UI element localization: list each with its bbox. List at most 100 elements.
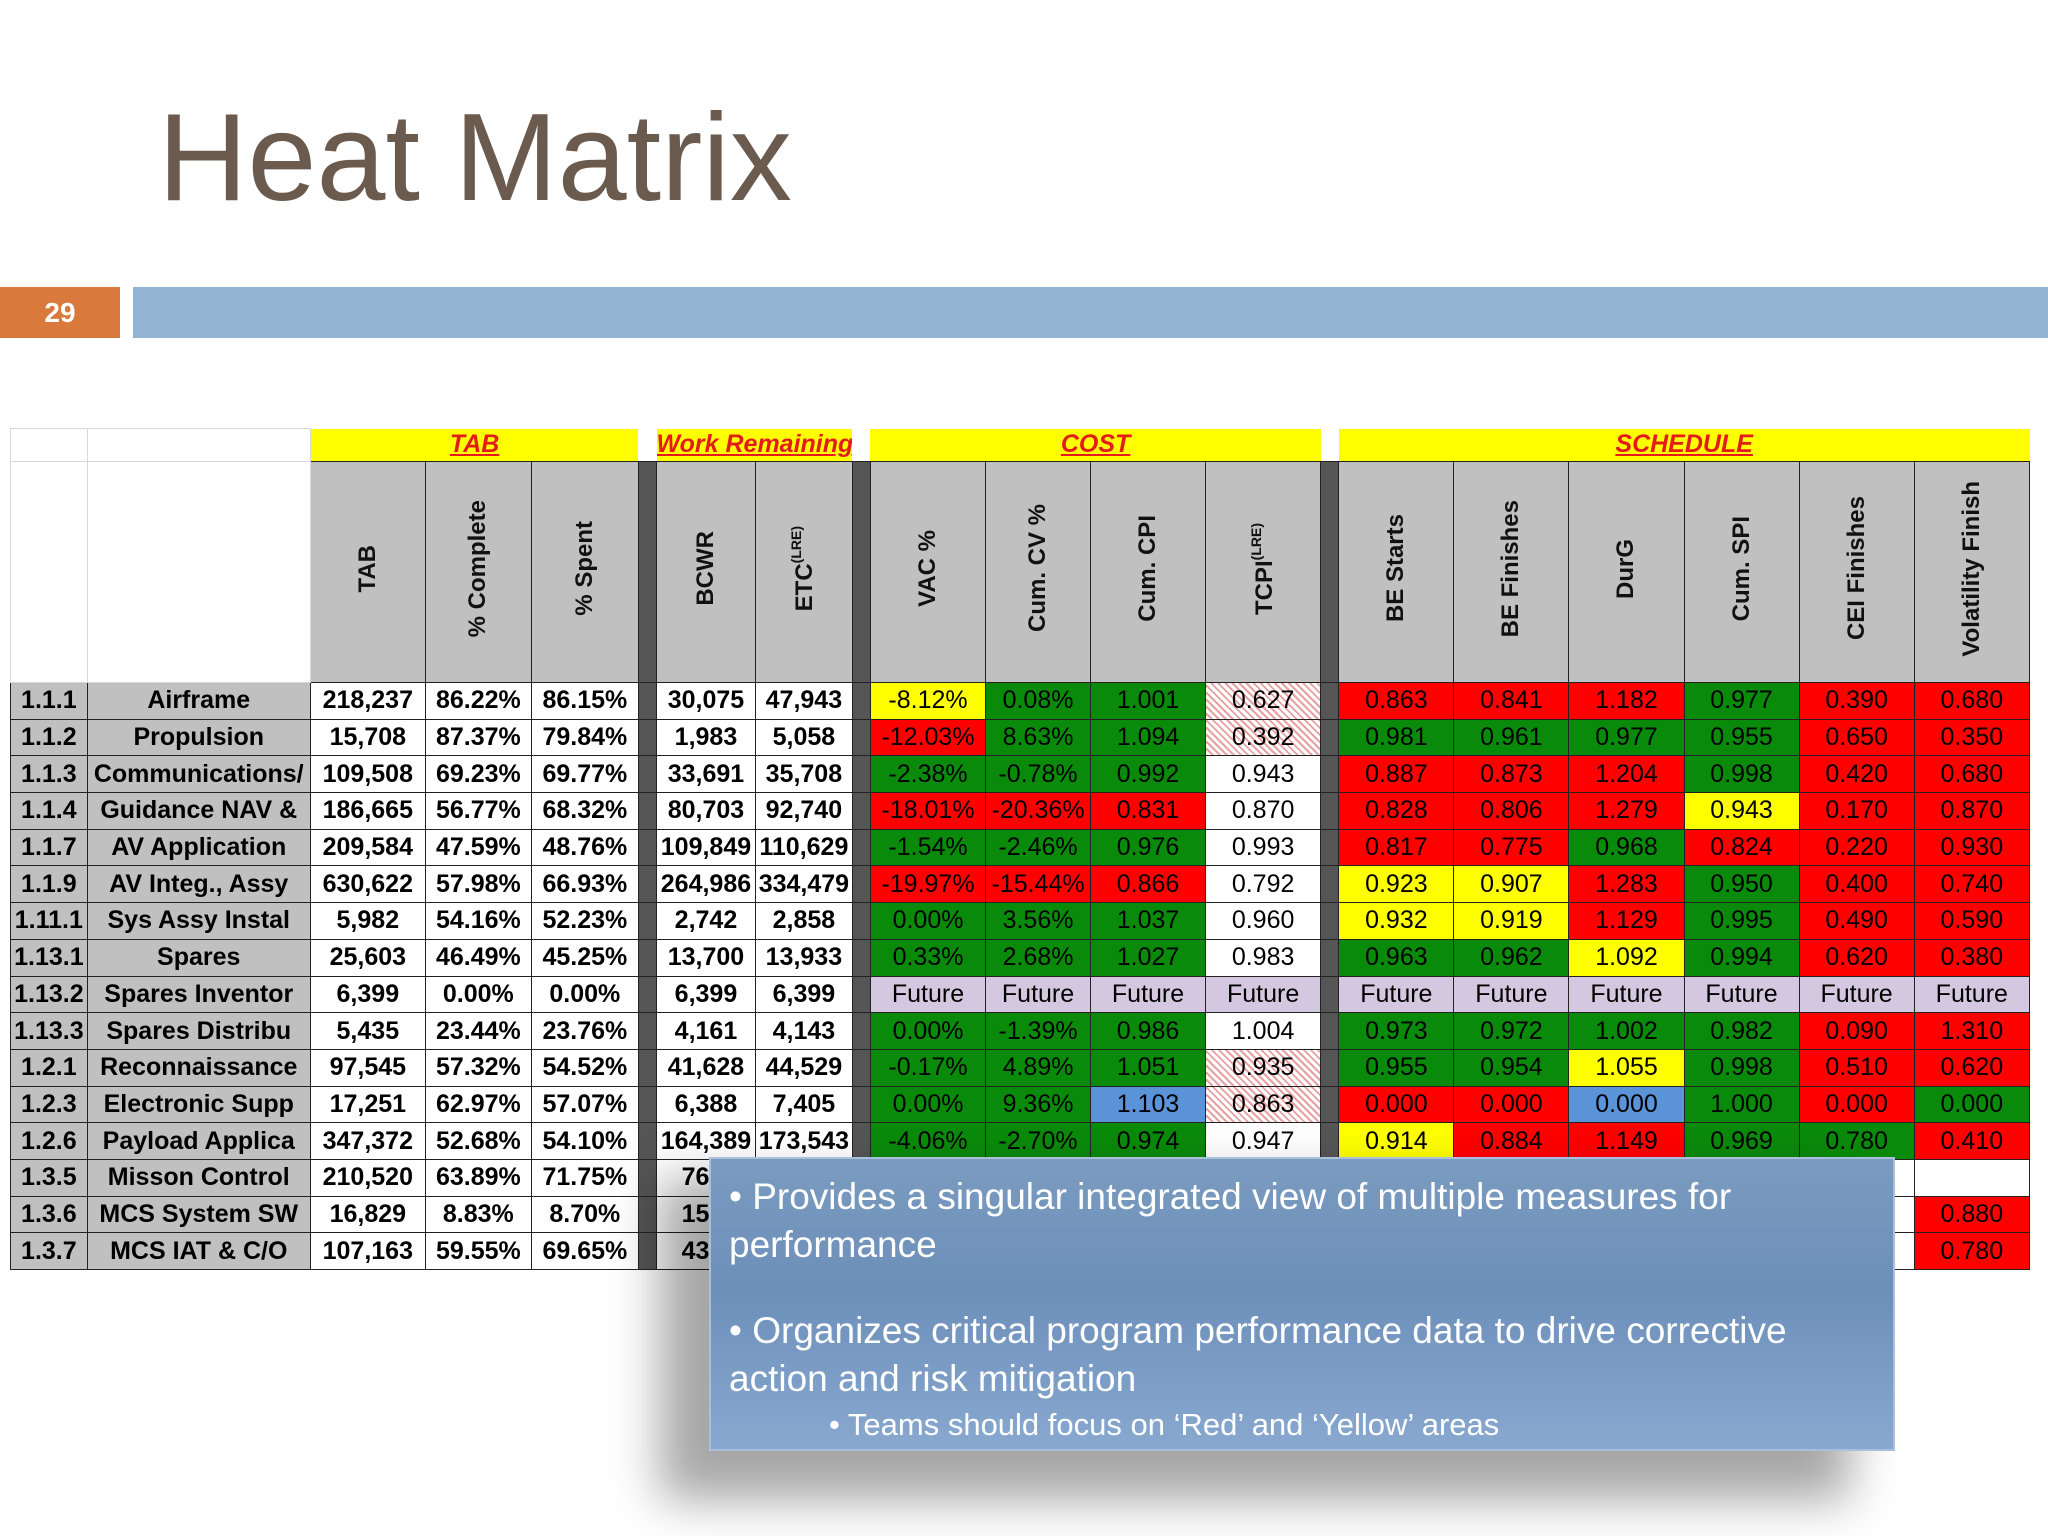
callout-sub-bullet: • Teams should focus on ‘Red’ and ‘Yello… bbox=[829, 1407, 1500, 1442]
column-header-text: Cum. CPI bbox=[1134, 515, 1162, 622]
column-separator bbox=[851, 828, 871, 867]
schedule-cell: 0.973 bbox=[1338, 1012, 1455, 1050]
tab-cell: 54.10% bbox=[530, 1122, 639, 1160]
wbs-name: Spares bbox=[86, 938, 311, 977]
wbs-id: 1.1.1 bbox=[10, 682, 88, 720]
tab-cell: 69.77% bbox=[530, 755, 639, 794]
schedule-cell: 0.828 bbox=[1338, 792, 1455, 830]
schedule-cell: Future bbox=[1568, 975, 1685, 1014]
tab-cell: 54.52% bbox=[530, 1048, 639, 1087]
cost-cell: -2.38% bbox=[869, 755, 987, 794]
wbs-id: 1.3.7 bbox=[10, 1232, 88, 1270]
work-remaining-cell: 30,075 bbox=[656, 682, 756, 720]
column-header-text: DurG bbox=[1612, 538, 1640, 599]
wbs-name: Electronic Supp bbox=[86, 1085, 311, 1124]
schedule-cell: 0.995 bbox=[1683, 902, 1800, 940]
schedule-cell: 0.510 bbox=[1798, 1048, 1915, 1087]
schedule-cell: 0.380 bbox=[1913, 938, 2031, 977]
work-remaining-cell: 5,058 bbox=[754, 718, 853, 757]
heat-matrix: TAB Work Remaining COST SCHEDULE TAB % Comple… bbox=[10, 428, 2031, 1272]
cost-cell: 0.866 bbox=[1090, 865, 1207, 904]
column-separator bbox=[637, 461, 658, 683]
wbs-id: 1.3.6 bbox=[10, 1195, 88, 1234]
schedule-cell: 0.994 bbox=[1683, 938, 1800, 977]
column-separator bbox=[1320, 1085, 1340, 1124]
work-remaining-cell: 264,986 bbox=[656, 865, 756, 904]
schedule-cell: Future bbox=[1338, 975, 1455, 1014]
cost-cell: 0.943 bbox=[1205, 755, 1322, 794]
schedule-cell: 0.962 bbox=[1453, 938, 1570, 977]
cost-cell: -1.54% bbox=[869, 828, 987, 867]
heat-matrix-table: TAB Work Remaining COST SCHEDULE TAB % Comple… bbox=[10, 428, 2031, 1270]
work-remaining-cell: 47,943 bbox=[754, 682, 853, 720]
work-remaining-cell: 2,742 bbox=[656, 902, 756, 940]
tab-cell: 107,163 bbox=[309, 1232, 426, 1270]
schedule-cell: 0.870 bbox=[1913, 792, 2031, 830]
schedule-cell bbox=[1913, 1158, 2031, 1197]
schedule-cell: 0.740 bbox=[1913, 865, 2031, 904]
schedule-cell: 1.002 bbox=[1568, 1012, 1685, 1050]
cost-cell: 0.392 bbox=[1205, 718, 1322, 757]
wbs-name: Payload Applica bbox=[86, 1122, 311, 1160]
column-header-label: % Spent bbox=[571, 521, 599, 616]
wbs-name: AV Integ., Assy bbox=[86, 865, 311, 904]
column-header-text: VAC % bbox=[914, 530, 942, 607]
cost-cell: -4.06% bbox=[869, 1122, 987, 1160]
tab-cell: 54.16% bbox=[424, 902, 532, 940]
schedule-cell: 1.055 bbox=[1568, 1048, 1685, 1087]
tab-cell: 52.68% bbox=[424, 1122, 532, 1160]
column-separator bbox=[1320, 718, 1340, 757]
column-header-text: BE Finishes bbox=[1497, 499, 1525, 638]
wbs-id: 1.2.1 bbox=[10, 1048, 88, 1087]
schedule-cell: Future bbox=[1683, 975, 1800, 1014]
schedule-cell: 0.884 bbox=[1453, 1122, 1570, 1160]
group-label: COST bbox=[870, 428, 1321, 462]
work-remaining-cell: 13,700 bbox=[656, 938, 756, 977]
schedule-cell: 0.824 bbox=[1683, 828, 1800, 867]
schedule-cell: 1.204 bbox=[1568, 755, 1685, 794]
schedule-cell: 0.000 bbox=[1798, 1085, 1915, 1124]
tab-cell: 347,372 bbox=[309, 1122, 426, 1160]
tab-cell: 57.07% bbox=[530, 1085, 639, 1124]
wbs-id: 1.2.3 bbox=[10, 1085, 88, 1124]
column-separator bbox=[637, 682, 658, 720]
schedule-cell: 0.780 bbox=[1913, 1232, 2031, 1270]
group-gap bbox=[638, 428, 657, 462]
column-header: DurG bbox=[1568, 461, 1685, 683]
schedule-cell: 0.982 bbox=[1683, 1012, 1800, 1050]
cost-cell: 1.051 bbox=[1090, 1048, 1207, 1087]
column-separator bbox=[851, 1085, 871, 1124]
schedule-cell: 0.932 bbox=[1338, 902, 1455, 940]
wbs-name: Sys Assy Instal bbox=[86, 902, 311, 940]
schedule-cell: 0.930 bbox=[1913, 828, 2031, 867]
work-remaining-cell: 33,691 bbox=[656, 755, 756, 794]
schedule-cell: 0.841 bbox=[1453, 682, 1570, 720]
cost-cell: 0.960 bbox=[1205, 902, 1322, 940]
tab-cell: 87.37% bbox=[424, 718, 532, 757]
column-header-label: BCWR bbox=[692, 531, 720, 606]
column-header-text: TAB bbox=[353, 544, 381, 593]
tab-cell: 5,982 bbox=[309, 902, 426, 940]
table-row: 1.1.4 Guidance NAV & 186,665 56.77% 68.32% 80… bbox=[10, 792, 2031, 830]
column-header-text: BE Starts bbox=[1382, 514, 1410, 623]
cost-cell: 0.993 bbox=[1205, 828, 1322, 867]
wbs-name: Airframe bbox=[86, 682, 311, 720]
column-header: TCPI(LRE) bbox=[1205, 461, 1322, 683]
cost-cell: -18.01% bbox=[869, 792, 987, 830]
wbs-name: Guidance NAV & bbox=[86, 792, 311, 830]
column-header: TAB bbox=[309, 461, 426, 683]
work-remaining-cell: 164,389 bbox=[656, 1122, 756, 1160]
schedule-cell: 0.350 bbox=[1913, 718, 2031, 757]
column-separator bbox=[637, 1195, 658, 1234]
tab-cell: 86.22% bbox=[424, 682, 532, 720]
column-header: BE Starts bbox=[1338, 461, 1455, 683]
cost-cell: 3.56% bbox=[985, 902, 1092, 940]
column-header-text: TCPI bbox=[1250, 559, 1278, 615]
column-separator bbox=[851, 1048, 871, 1087]
wbs-name: AV Application bbox=[86, 828, 311, 867]
cost-cell: 1.001 bbox=[1090, 682, 1207, 720]
cost-cell: 0.992 bbox=[1090, 755, 1207, 794]
schedule-cell: Future bbox=[1913, 975, 2031, 1014]
column-separator bbox=[1320, 755, 1340, 794]
cost-cell: 0.863 bbox=[1205, 1085, 1322, 1124]
